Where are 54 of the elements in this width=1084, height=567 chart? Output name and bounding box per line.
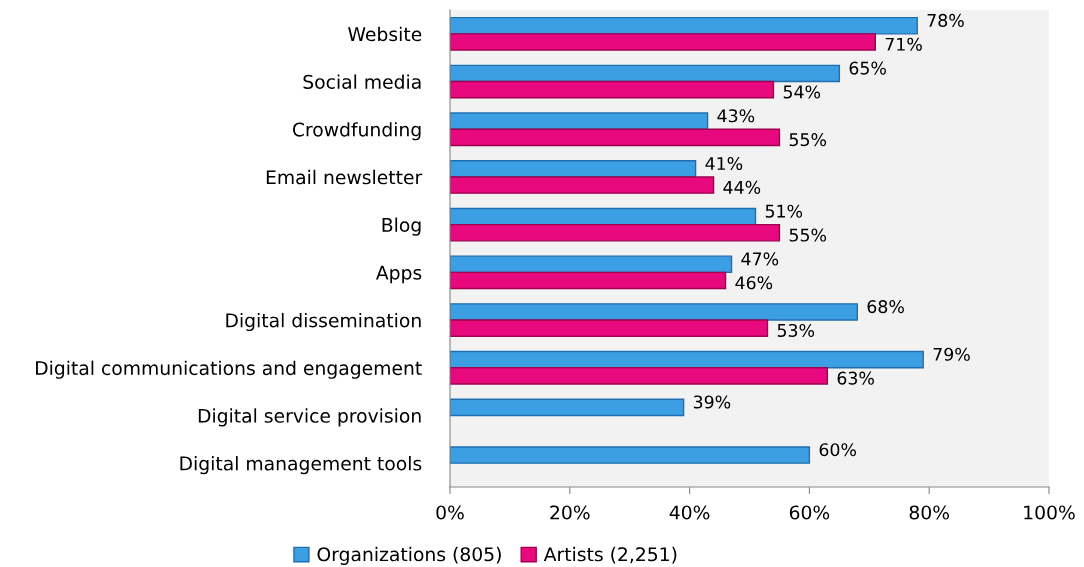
data-label: 46%	[735, 276, 773, 290]
bar	[450, 223, 781, 242]
y-tick-label: Blog	[382, 217, 421, 236]
data-label: 51%	[765, 204, 803, 218]
data-label: 68%	[867, 300, 904, 314]
x-tick-label: 80%	[909, 505, 949, 520]
y-tick-label: Apps	[375, 265, 422, 284]
data-label: 55%	[789, 228, 827, 242]
y-tick-label: Crowdfunding	[292, 122, 421, 141]
data-label: 44%	[723, 180, 761, 194]
legend-label: Artists (2,251)	[543, 546, 677, 564]
bar	[450, 176, 715, 194]
y-tick-label: Digital dissemination	[226, 312, 421, 332]
bar	[450, 112, 709, 130]
data-label: 63%	[837, 371, 874, 385]
bar	[450, 128, 781, 147]
x-tick-label: 100%	[1024, 505, 1075, 520]
bar	[450, 33, 876, 51]
bar	[450, 64, 841, 83]
bar	[450, 446, 811, 464]
data-label: 47%	[741, 252, 779, 266]
data-label: 60%	[819, 443, 857, 457]
legend-label: Organizations (805)	[317, 546, 501, 565]
x-tick-label: 60%	[789, 505, 830, 520]
bar	[450, 207, 757, 226]
bar	[450, 350, 924, 369]
y-tick-label: Digital service provision	[198, 408, 421, 427]
data-label: 71%	[885, 37, 922, 51]
bar	[450, 319, 769, 337]
bar	[450, 255, 733, 274]
y-tick-label: Website	[348, 26, 422, 42]
y-tick-label: Digital communications and engagement	[36, 360, 422, 379]
bar	[450, 160, 697, 178]
x-tick-label: 0%	[436, 505, 464, 520]
data-label: 41%	[705, 156, 743, 171]
data-label: 78%	[927, 13, 964, 27]
data-label: 39%	[693, 395, 731, 409]
x-tick-label: 40%	[669, 505, 710, 520]
data-label: 53%	[777, 323, 815, 338]
bar	[450, 16, 918, 35]
bar	[450, 80, 775, 99]
y-tick-label: Digital management tools	[180, 456, 422, 475]
bar	[450, 367, 829, 385]
y-tick-label: Social media	[303, 74, 421, 89]
bar	[450, 398, 685, 417]
y-tick-label: Email newsletter	[266, 169, 423, 185]
x-tick-label: 20%	[550, 505, 590, 520]
data-label: 79%	[933, 347, 970, 361]
bar	[450, 271, 727, 290]
data-label: 55%	[789, 133, 827, 147]
data-label: 43%	[717, 109, 755, 123]
data-label: 54%	[783, 85, 821, 99]
data-label: 65%	[849, 61, 886, 75]
bar	[450, 303, 859, 321]
